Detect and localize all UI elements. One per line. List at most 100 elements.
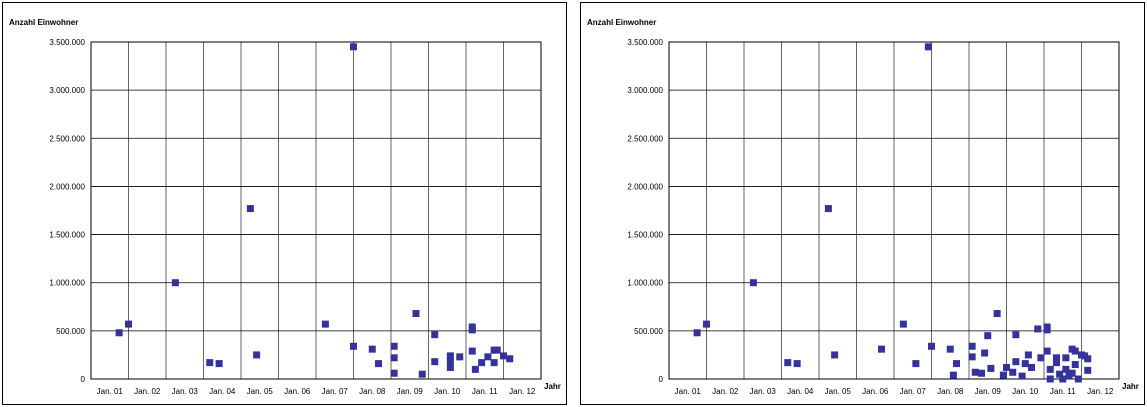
data-point [390, 369, 398, 377]
data-point [1071, 361, 1079, 369]
data-point [115, 329, 123, 337]
data-point [1053, 359, 1060, 367]
x-tick-label: Jan. 07 [322, 387, 349, 396]
y-tick-label: 500.000 [56, 327, 85, 336]
y-tick-label: 1.000.000 [49, 279, 85, 288]
data-point [984, 332, 992, 340]
data-point [431, 358, 439, 366]
data-point [831, 351, 839, 359]
data-point [749, 279, 757, 287]
data-point [878, 345, 885, 353]
data-point [1046, 375, 1054, 383]
y-tick-label: 3.000.000 [49, 86, 85, 95]
data-point [1034, 325, 1042, 333]
data-point [1046, 365, 1054, 373]
x-tick-label: Jan. 10 [1012, 387, 1039, 396]
data-point [490, 359, 498, 367]
x-axis-title: Jahr [544, 382, 561, 391]
data-point [987, 364, 995, 372]
data-point [125, 320, 132, 328]
x-tick-label: Jan. 09 [397, 387, 424, 396]
data-point [471, 365, 479, 373]
data-point [215, 360, 223, 368]
data-point [478, 359, 486, 367]
data-point [1043, 347, 1051, 355]
y-tick-label: 500.000 [634, 327, 663, 336]
x-tick-label: Jan. 06 [862, 387, 889, 396]
data-point [1003, 363, 1010, 371]
data-point [899, 320, 907, 328]
data-point [1074, 375, 1082, 383]
data-point [953, 360, 960, 368]
data-point [981, 349, 989, 357]
gridlines [668, 41, 1120, 380]
data-point [703, 320, 710, 328]
y-tick-label: 2.000.000 [49, 182, 85, 191]
x-tick-label: Jan. 01 [97, 387, 124, 396]
chart-panel-left: Anzahl Einwohner 0 500.000 1.000.000 1.500.0… [2, 2, 567, 405]
y-axis-title: Anzahl Einwohner [587, 18, 656, 27]
data-point [824, 205, 832, 213]
data-point [1071, 347, 1079, 355]
y-axis-title: Anzahl Einwohner [9, 18, 78, 27]
data-point [375, 360, 382, 368]
data-point [971, 368, 979, 376]
data-points [115, 43, 514, 378]
y-tick-label: 2.500.000 [49, 134, 85, 143]
data-point [949, 371, 957, 379]
data-point [246, 205, 254, 213]
data-point [321, 320, 329, 328]
data-point [1084, 355, 1092, 363]
x-tick-label: Jan. 08 [359, 387, 386, 396]
x-tick-label: Jan. 11 [472, 387, 498, 396]
data-point [418, 370, 426, 378]
y-tick-label: 0 [659, 375, 664, 384]
data-point [1024, 351, 1032, 359]
data-point [171, 279, 179, 287]
x-tick-label: Jan. 08 [937, 387, 964, 396]
data-point [350, 342, 357, 350]
x-tick-label: Jan. 02 [712, 387, 739, 396]
x-tick-label: Jan. 11 [1050, 387, 1076, 396]
x-tick-label: Jan. 09 [975, 387, 1002, 396]
x-tick-label: Jan. 06 [284, 387, 311, 396]
data-point [456, 353, 464, 361]
data-point [1012, 358, 1020, 366]
data-point [968, 342, 976, 350]
data-point [1028, 363, 1035, 371]
y-tick-label: 3.500.000 [627, 38, 663, 47]
x-tick-label: Jan. 07 [900, 387, 927, 396]
x-axis-title: Jahr [1122, 382, 1139, 391]
x-tick-label: Jan. 05 [247, 387, 274, 396]
data-point [1056, 370, 1064, 378]
x-tick-label: Jan. 12 [509, 387, 536, 396]
x-tick-label: Jan. 10 [434, 387, 461, 396]
data-point [1018, 372, 1026, 380]
plot-area-border [668, 41, 1120, 380]
data-point [1021, 360, 1029, 368]
scatter-chart-right: Anzahl Einwohner 0 500.000 1.000.000 1.500.0… [587, 18, 1139, 396]
data-point [368, 345, 376, 353]
data-point [924, 43, 932, 51]
data-point [468, 347, 476, 355]
data-point [1009, 368, 1017, 376]
data-point [1043, 326, 1051, 334]
data-point [1053, 354, 1060, 362]
x-tick-label: Jan. 05 [825, 387, 852, 396]
data-point [1062, 365, 1070, 373]
x-tick-label: Jan. 02 [134, 387, 161, 396]
y-tick-label: 2.500.000 [627, 134, 663, 143]
plot-area-border [90, 41, 542, 380]
data-point [946, 345, 954, 353]
data-point [928, 342, 935, 350]
data-point [912, 360, 920, 368]
data-point [390, 354, 398, 362]
data-point [484, 353, 492, 361]
x-tick-label: Jan. 12 [1087, 387, 1114, 396]
scatter-chart-left: Anzahl Einwohner 0 500.000 1.000.000 1.500.0… [9, 18, 561, 396]
x-tick-label: Jan. 03 [172, 387, 199, 396]
data-point [1037, 354, 1045, 362]
gridlines [90, 41, 542, 380]
y-tick-label: 1.000.000 [627, 279, 663, 288]
data-point [253, 351, 261, 359]
